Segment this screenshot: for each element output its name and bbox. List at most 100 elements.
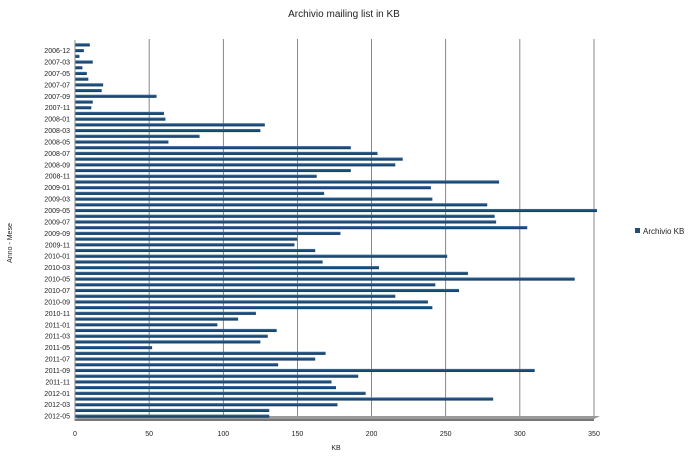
bar (75, 271, 468, 275)
y-tick-label: 2009-03 (44, 197, 70, 204)
y-tick-label: 2008-09 (44, 162, 70, 169)
bar (75, 220, 497, 224)
x-tick-label: 250 (440, 431, 452, 438)
bar (75, 248, 316, 253)
y-tick-label: 2011-11 (45, 379, 70, 386)
bar (75, 77, 89, 81)
y-tick-label: 2009-01 (44, 185, 70, 192)
bar (75, 294, 396, 298)
y-tick-label: 2007-07 (44, 82, 70, 89)
y-tick-label: 2009-05 (44, 208, 70, 215)
bars (75, 43, 597, 418)
bar (75, 111, 164, 115)
bar (75, 203, 488, 207)
y-tick-label: 2007-03 (44, 59, 70, 66)
bar (75, 374, 359, 378)
bar (75, 397, 494, 401)
y-tick-label: 2010-11 (45, 311, 70, 318)
x-axis-label: KB (331, 445, 341, 452)
y-tick-label: 2009-11 (45, 242, 70, 249)
y-tick-label: 2010-01 (44, 254, 70, 261)
y-tick-label: 2007-05 (44, 71, 70, 78)
bar (75, 168, 351, 173)
bar (75, 191, 325, 195)
x-tick-label: 100 (217, 431, 229, 438)
y-tick-label: 2008-11 (45, 174, 70, 181)
bar (75, 351, 326, 355)
bar (75, 266, 379, 270)
bar (75, 243, 295, 247)
bar (75, 43, 90, 47)
y-tick-label: 2012-01 (44, 391, 70, 398)
bar (75, 66, 83, 70)
legend-swatch (635, 228, 640, 233)
bar (75, 306, 433, 310)
y-tick-label: 2011-05 (45, 345, 70, 352)
bar (75, 83, 104, 87)
chart-title: Archivio mailing list in KB (288, 9, 400, 20)
x-tick-label: 350 (588, 431, 600, 438)
y-tick-label: 2010-09 (44, 299, 70, 306)
bar (75, 123, 265, 127)
y-tick-label: 2010-03 (44, 265, 70, 272)
legend: Archivio KB (635, 227, 684, 236)
y-tick-label: 2011-01 (45, 322, 70, 329)
bar (75, 140, 169, 144)
bar (75, 414, 270, 418)
x-tick-label: 50 (145, 431, 153, 438)
y-tick-label: 2007-11 (45, 105, 70, 112)
plot-floor-front (75, 419, 594, 421)
bar (75, 54, 80, 58)
bar (75, 60, 93, 64)
bar (75, 163, 396, 167)
bar (75, 311, 256, 315)
bar (75, 106, 92, 110)
bar (75, 88, 102, 93)
y-tick-label: 2011-03 (45, 334, 70, 341)
bar (75, 146, 351, 150)
bar (75, 134, 200, 138)
bar (75, 340, 261, 344)
y-tick-label: 2008-07 (44, 151, 70, 158)
bar (75, 237, 298, 241)
y-tick-label: 2010-07 (44, 288, 70, 295)
y-tick-label: 2011-09 (45, 368, 70, 375)
bar (75, 174, 317, 178)
bar (75, 323, 218, 327)
bar (75, 346, 153, 350)
bar (75, 100, 93, 104)
bar (75, 254, 448, 258)
bar (75, 197, 433, 201)
bar (75, 288, 460, 293)
x-tick-label: 200 (366, 431, 378, 438)
y-tick-label: 2009-07 (44, 219, 70, 226)
y-tick-label: 2007-09 (44, 94, 70, 101)
bar (75, 380, 332, 384)
bar (75, 277, 575, 281)
y-tick-label: 2010-05 (44, 277, 70, 284)
y-tick-label: 2008-01 (44, 117, 70, 124)
bar (75, 260, 323, 264)
bar (75, 328, 277, 333)
y-tick-label: 2009-09 (44, 231, 70, 238)
bar (75, 157, 403, 161)
bar (75, 403, 338, 407)
bar (75, 186, 431, 190)
bar (75, 317, 239, 321)
bar (75, 231, 341, 235)
bar (75, 368, 535, 373)
bar (75, 334, 268, 338)
bar (75, 151, 378, 155)
bar (75, 300, 428, 304)
legend-label: Archivio KB (643, 227, 684, 236)
y-tick-labels: 2006-12 2007-03 2007-05 2007-07 2007-09 2007-… (44, 48, 70, 421)
bar (75, 363, 279, 367)
bar (75, 117, 166, 121)
y-tick-label: 2012-05 (44, 414, 70, 421)
bar (75, 408, 270, 412)
bar (75, 391, 366, 395)
y-tick-label: 2006-12 (44, 48, 70, 55)
bar (75, 283, 436, 287)
